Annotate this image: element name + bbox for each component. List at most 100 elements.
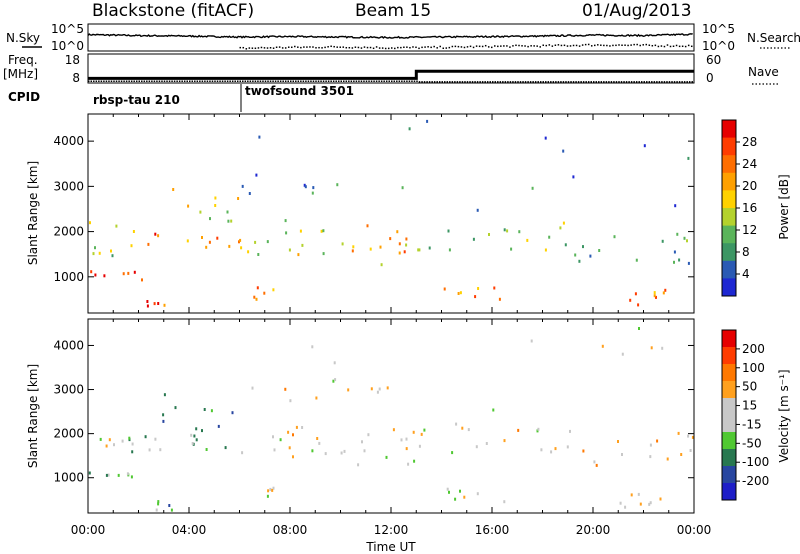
power-cell — [401, 186, 404, 190]
power-colorbar-swatch — [722, 243, 736, 262]
nave-point — [325, 80, 327, 82]
y-tick-label: 1000 — [53, 471, 84, 485]
nave-point — [166, 80, 168, 82]
velocity-cell — [269, 487, 272, 491]
nave-point — [358, 80, 360, 82]
nsearch-point — [303, 46, 305, 48]
nave-point — [239, 80, 241, 82]
velocity-cell — [210, 409, 213, 413]
nsearch-point — [533, 45, 535, 47]
power-cell — [255, 297, 258, 301]
power-cell — [526, 238, 529, 242]
nave-point — [615, 81, 618, 83]
nsearch-point — [672, 45, 675, 47]
nave-point — [413, 80, 416, 82]
velocity-cell — [530, 339, 533, 343]
velocity-cell — [649, 443, 652, 447]
nave-point — [492, 81, 494, 83]
velocity-cell — [108, 438, 111, 442]
nave-point — [416, 80, 418, 82]
power-cell — [687, 156, 690, 160]
nave-point — [292, 80, 295, 82]
nsearch-point — [466, 46, 469, 48]
nave-point — [507, 81, 509, 83]
nave-point — [504, 81, 507, 83]
power-cell — [127, 271, 130, 275]
velocity-cell — [190, 433, 193, 437]
nave-point — [529, 81, 532, 83]
velocity-cell — [272, 435, 274, 439]
nave-point — [484, 81, 486, 83]
nsearch-point — [500, 45, 502, 47]
velocity-cell — [203, 408, 206, 411]
power-cell — [241, 184, 244, 188]
nave-point — [456, 81, 459, 83]
velocity-cell — [130, 475, 133, 479]
nsearch-point — [615, 44, 617, 47]
power-colorbar-tick-label: 20 — [742, 179, 757, 193]
power-cell — [405, 237, 408, 241]
power-cell — [351, 249, 354, 253]
nsearch-point — [587, 43, 590, 46]
nsearch-point — [545, 44, 548, 47]
nave-point — [444, 81, 446, 83]
power-colorbar-tick-label: 4 — [742, 267, 750, 281]
nave-point — [522, 81, 524, 83]
velocity-cell — [266, 494, 269, 498]
nave-point — [88, 80, 90, 82]
power-cell — [239, 238, 242, 242]
noise-right-tick-top: 10^5 — [702, 22, 735, 36]
nave-point — [517, 81, 519, 83]
nsearch-point — [239, 46, 241, 49]
power-cell — [133, 270, 136, 274]
nave-point — [403, 80, 406, 82]
velocity-cell — [107, 473, 110, 477]
nave-point — [110, 80, 113, 82]
nave-point — [502, 81, 504, 83]
nave-point — [451, 81, 454, 83]
velocity-cell — [357, 463, 360, 467]
nave-point — [401, 80, 403, 82]
power-colorbar-tick-label: 28 — [742, 135, 757, 149]
power-cell — [209, 217, 211, 221]
velocity-cell — [455, 422, 458, 426]
power-cell — [403, 250, 406, 254]
power-cell — [578, 259, 581, 263]
nave-point — [219, 80, 221, 82]
nsearch-point — [418, 47, 420, 50]
nsearch-point — [348, 46, 351, 49]
velocity-cell — [289, 399, 292, 403]
velocity-cell — [144, 435, 147, 439]
velocity-cell — [463, 495, 466, 499]
power-cell — [299, 229, 302, 233]
power-ylabel: Slant Range [km] — [26, 161, 40, 265]
velocity-cell — [271, 488, 274, 492]
velocity-cell — [392, 428, 395, 432]
nsearch-point — [281, 47, 284, 49]
power-cell — [103, 274, 106, 278]
power-cell — [199, 210, 202, 214]
velocity-cell — [412, 430, 415, 434]
y-tick-label: 4000 — [53, 134, 84, 148]
nave-point — [211, 80, 214, 82]
nave-point — [466, 81, 469, 83]
nsearch-point — [421, 46, 423, 49]
x-tick-label: 00:00 — [677, 523, 712, 537]
nave-point — [464, 81, 466, 83]
nave-point — [411, 80, 413, 82]
velocity-cell — [174, 406, 177, 410]
nsearch-point — [394, 47, 396, 50]
nsearch-point — [609, 45, 611, 47]
nave-point — [681, 81, 683, 83]
nave-point — [194, 80, 196, 82]
velocity-cell — [170, 508, 173, 512]
power-cell — [506, 229, 509, 233]
power-cell — [341, 242, 344, 246]
velocity-cell — [554, 447, 557, 451]
power-cell — [272, 288, 275, 292]
nsearch-point — [630, 44, 632, 46]
nsearch-point — [260, 46, 263, 49]
nave-point — [168, 80, 171, 82]
nave-point — [459, 81, 461, 83]
power-cell — [531, 186, 534, 190]
